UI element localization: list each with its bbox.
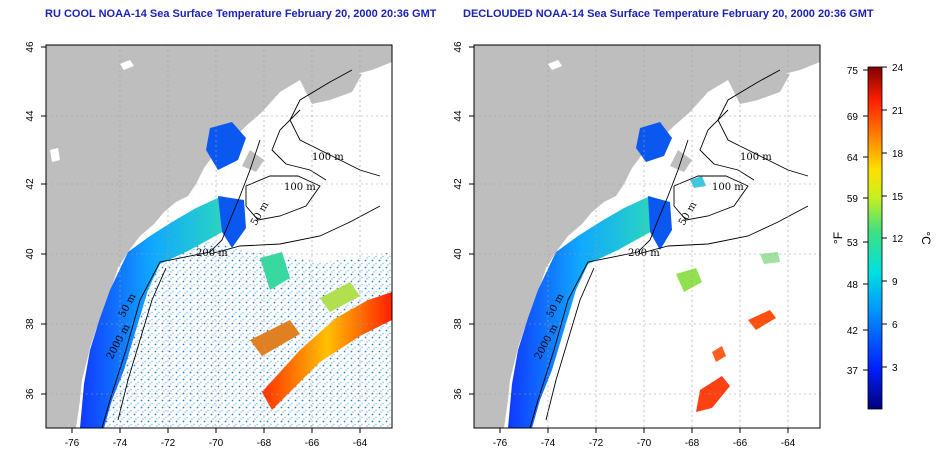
y-tick-label: 44 xyxy=(25,110,36,122)
celsius-tick-label: 15 xyxy=(892,192,904,203)
right-map-frame xyxy=(473,44,821,429)
celsius-tick-label: 6 xyxy=(892,320,898,331)
fahrenheit-tick-label: 37 xyxy=(847,366,859,377)
y-tick-label: 38 xyxy=(25,318,36,330)
celsius-tick-label: 9 xyxy=(892,277,898,288)
fahrenheit-tick-label: 48 xyxy=(847,280,859,291)
left-map-title: RU COOL NOAA-14 Sea Surface Temperature … xyxy=(45,8,437,20)
y-tick-label: 40 xyxy=(25,248,36,260)
left-land-mass xyxy=(46,45,392,428)
x-tick-label: -74 xyxy=(541,438,556,449)
x-tick-label: -74 xyxy=(113,438,128,449)
x-tick-label: -68 xyxy=(685,438,700,449)
x-tick-label: -66 xyxy=(305,438,320,449)
temperature-colorbar: 75 69 64 59 53 48 42 37 24 21 18 15 12 9… xyxy=(831,63,933,410)
contour-label: 100 m xyxy=(312,152,344,163)
contour-label: 100 m xyxy=(740,152,772,163)
x-tick-label: -64 xyxy=(353,438,368,449)
right-map-title: DECLOUDED NOAA-14 Sea Surface Temperatur… xyxy=(463,8,874,20)
contour-label: 200 m xyxy=(196,248,228,259)
celsius-tick-label: 3 xyxy=(892,363,898,374)
y-tick-label: 46 xyxy=(25,41,36,53)
left-grid xyxy=(46,45,392,428)
celsius-tick-label: 24 xyxy=(892,63,904,74)
fahrenheit-tick-label: 59 xyxy=(847,194,859,205)
x-tick-label: -70 xyxy=(637,438,652,449)
fahrenheit-tick-label: 42 xyxy=(847,326,859,337)
left-map-frame xyxy=(45,44,393,429)
right-land-mass xyxy=(474,45,820,428)
y-tick-label: 46 xyxy=(453,41,464,53)
y-tick-label: 36 xyxy=(453,388,464,400)
contour-label: 100 m xyxy=(284,182,316,193)
x-tick-label: -72 xyxy=(161,438,176,449)
right-bathymetry-contours xyxy=(529,69,809,428)
x-tick-label: -70 xyxy=(209,438,224,449)
x-tick-label: -66 xyxy=(733,438,748,449)
y-tick-label: 40 xyxy=(453,248,464,260)
celsius-tick-label: 12 xyxy=(892,234,904,245)
left-map-panel: 100 m 100 m 50 m 200 m 50 m 2000 m xyxy=(25,41,393,449)
y-tick-label: 36 xyxy=(25,388,36,400)
celsius-tick-label: 21 xyxy=(892,106,904,117)
celsius-tick-label: 18 xyxy=(892,149,904,160)
celsius-unit-label: °C xyxy=(919,231,933,245)
y-tick-label: 38 xyxy=(453,318,464,330)
x-tick-label: -72 xyxy=(589,438,604,449)
fahrenheit-unit-label: °F xyxy=(831,232,845,244)
y-tick-label: 44 xyxy=(453,110,464,122)
colorbar-gradient xyxy=(867,66,883,410)
x-tick-label: -76 xyxy=(493,438,508,449)
y-tick-label: 42 xyxy=(453,178,464,190)
fahrenheit-tick-label: 64 xyxy=(847,153,859,164)
x-tick-label: -76 xyxy=(65,438,80,449)
fahrenheit-tick-label: 69 xyxy=(847,112,859,123)
left-cloud-speckle xyxy=(90,238,392,428)
x-tick-label: -64 xyxy=(781,438,796,449)
left-gulf-stream xyxy=(262,292,392,410)
right-map-panel: 100 m 100 m 50 m 200 m 50 m 2000 m -76 xyxy=(453,41,821,449)
fahrenheit-tick-label: 75 xyxy=(847,66,859,77)
contour-label: 100 m xyxy=(712,182,744,193)
contour-label: 200 m xyxy=(628,248,660,259)
left-bathymetry-contours xyxy=(101,69,381,428)
y-tick-label: 42 xyxy=(25,178,36,190)
fahrenheit-tick-label: 53 xyxy=(847,238,859,249)
right-grid xyxy=(474,45,820,428)
x-tick-label: -68 xyxy=(257,438,272,449)
